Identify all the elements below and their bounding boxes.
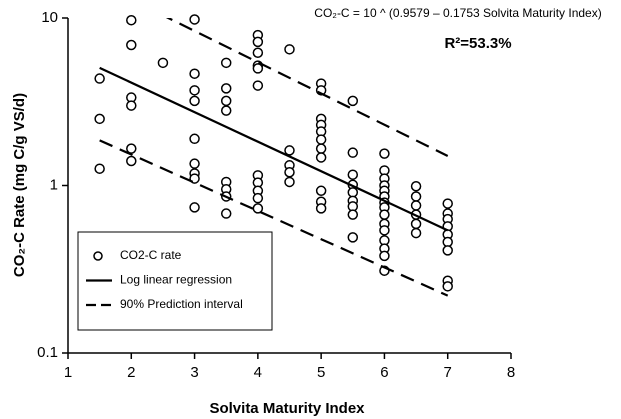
x-tick-label: 8 — [507, 364, 515, 381]
point — [410, 191, 422, 202]
point — [189, 68, 200, 79]
line — [99, 139, 449, 297]
point — [252, 192, 264, 204]
y-tick-label: 0.1 — [37, 344, 58, 361]
point — [252, 36, 264, 48]
point — [347, 169, 359, 180]
y-tick-label: 10 — [41, 9, 58, 26]
point — [442, 198, 453, 209]
point — [252, 80, 264, 91]
legend-label: CO2-C rate — [120, 248, 182, 262]
point — [410, 200, 422, 211]
x-tick-label: 2 — [127, 364, 135, 381]
point — [315, 152, 327, 163]
legend-marker — [93, 251, 103, 261]
point — [347, 209, 359, 220]
point — [410, 227, 422, 239]
r-squared: R²=53.3% — [444, 35, 511, 52]
point — [94, 163, 105, 174]
point — [315, 143, 327, 154]
line — [99, 66, 449, 232]
point — [252, 203, 264, 214]
y-axis-title: CO₂-C Rate (mg C/g VS/d) — [11, 93, 28, 277]
x-tick-label: 3 — [190, 364, 198, 381]
point — [410, 218, 422, 230]
point — [442, 281, 453, 292]
point — [220, 95, 232, 107]
point — [410, 180, 422, 192]
point — [284, 145, 295, 156]
point — [252, 63, 264, 74]
point — [220, 208, 232, 219]
point — [94, 113, 105, 125]
legend-label: Log linear regression — [120, 273, 232, 287]
x-tick-label: 1 — [64, 364, 72, 381]
point — [126, 14, 137, 26]
point — [126, 39, 137, 51]
x-tick-label: 5 — [317, 364, 325, 381]
point — [220, 57, 232, 69]
x-tick-label: 6 — [380, 364, 388, 381]
legend-label: 90% Prediction interval — [120, 297, 243, 311]
point — [284, 176, 295, 188]
x-axis-title: Solvita Maturity Index — [209, 400, 365, 417]
point — [220, 83, 232, 94]
x-tick-label: 4 — [254, 364, 262, 381]
x-tick-label: 7 — [444, 364, 452, 381]
point — [126, 155, 137, 167]
point — [347, 232, 359, 243]
point — [284, 44, 295, 55]
point — [442, 245, 453, 256]
point — [315, 185, 327, 197]
point — [94, 73, 105, 84]
y-tick-label: 1 — [50, 176, 58, 193]
point — [379, 250, 390, 262]
point — [126, 143, 137, 154]
point — [189, 202, 200, 213]
point — [189, 133, 200, 145]
point — [379, 225, 390, 236]
point — [347, 95, 359, 107]
point — [157, 57, 169, 69]
point — [315, 203, 327, 214]
point — [189, 158, 200, 169]
point — [252, 47, 264, 59]
point — [189, 95, 200, 107]
point — [220, 105, 232, 116]
equation: CO₂-C = 10 ^ (0.9579 – 0.1753 Solvita Ma… — [314, 6, 601, 20]
point — [347, 147, 359, 158]
point — [347, 187, 359, 198]
point — [284, 166, 295, 178]
line — [165, 18, 449, 157]
point — [189, 85, 200, 96]
point — [379, 209, 390, 220]
point — [379, 148, 390, 159]
point — [189, 14, 200, 25]
point — [315, 134, 327, 145]
point — [126, 100, 137, 111]
